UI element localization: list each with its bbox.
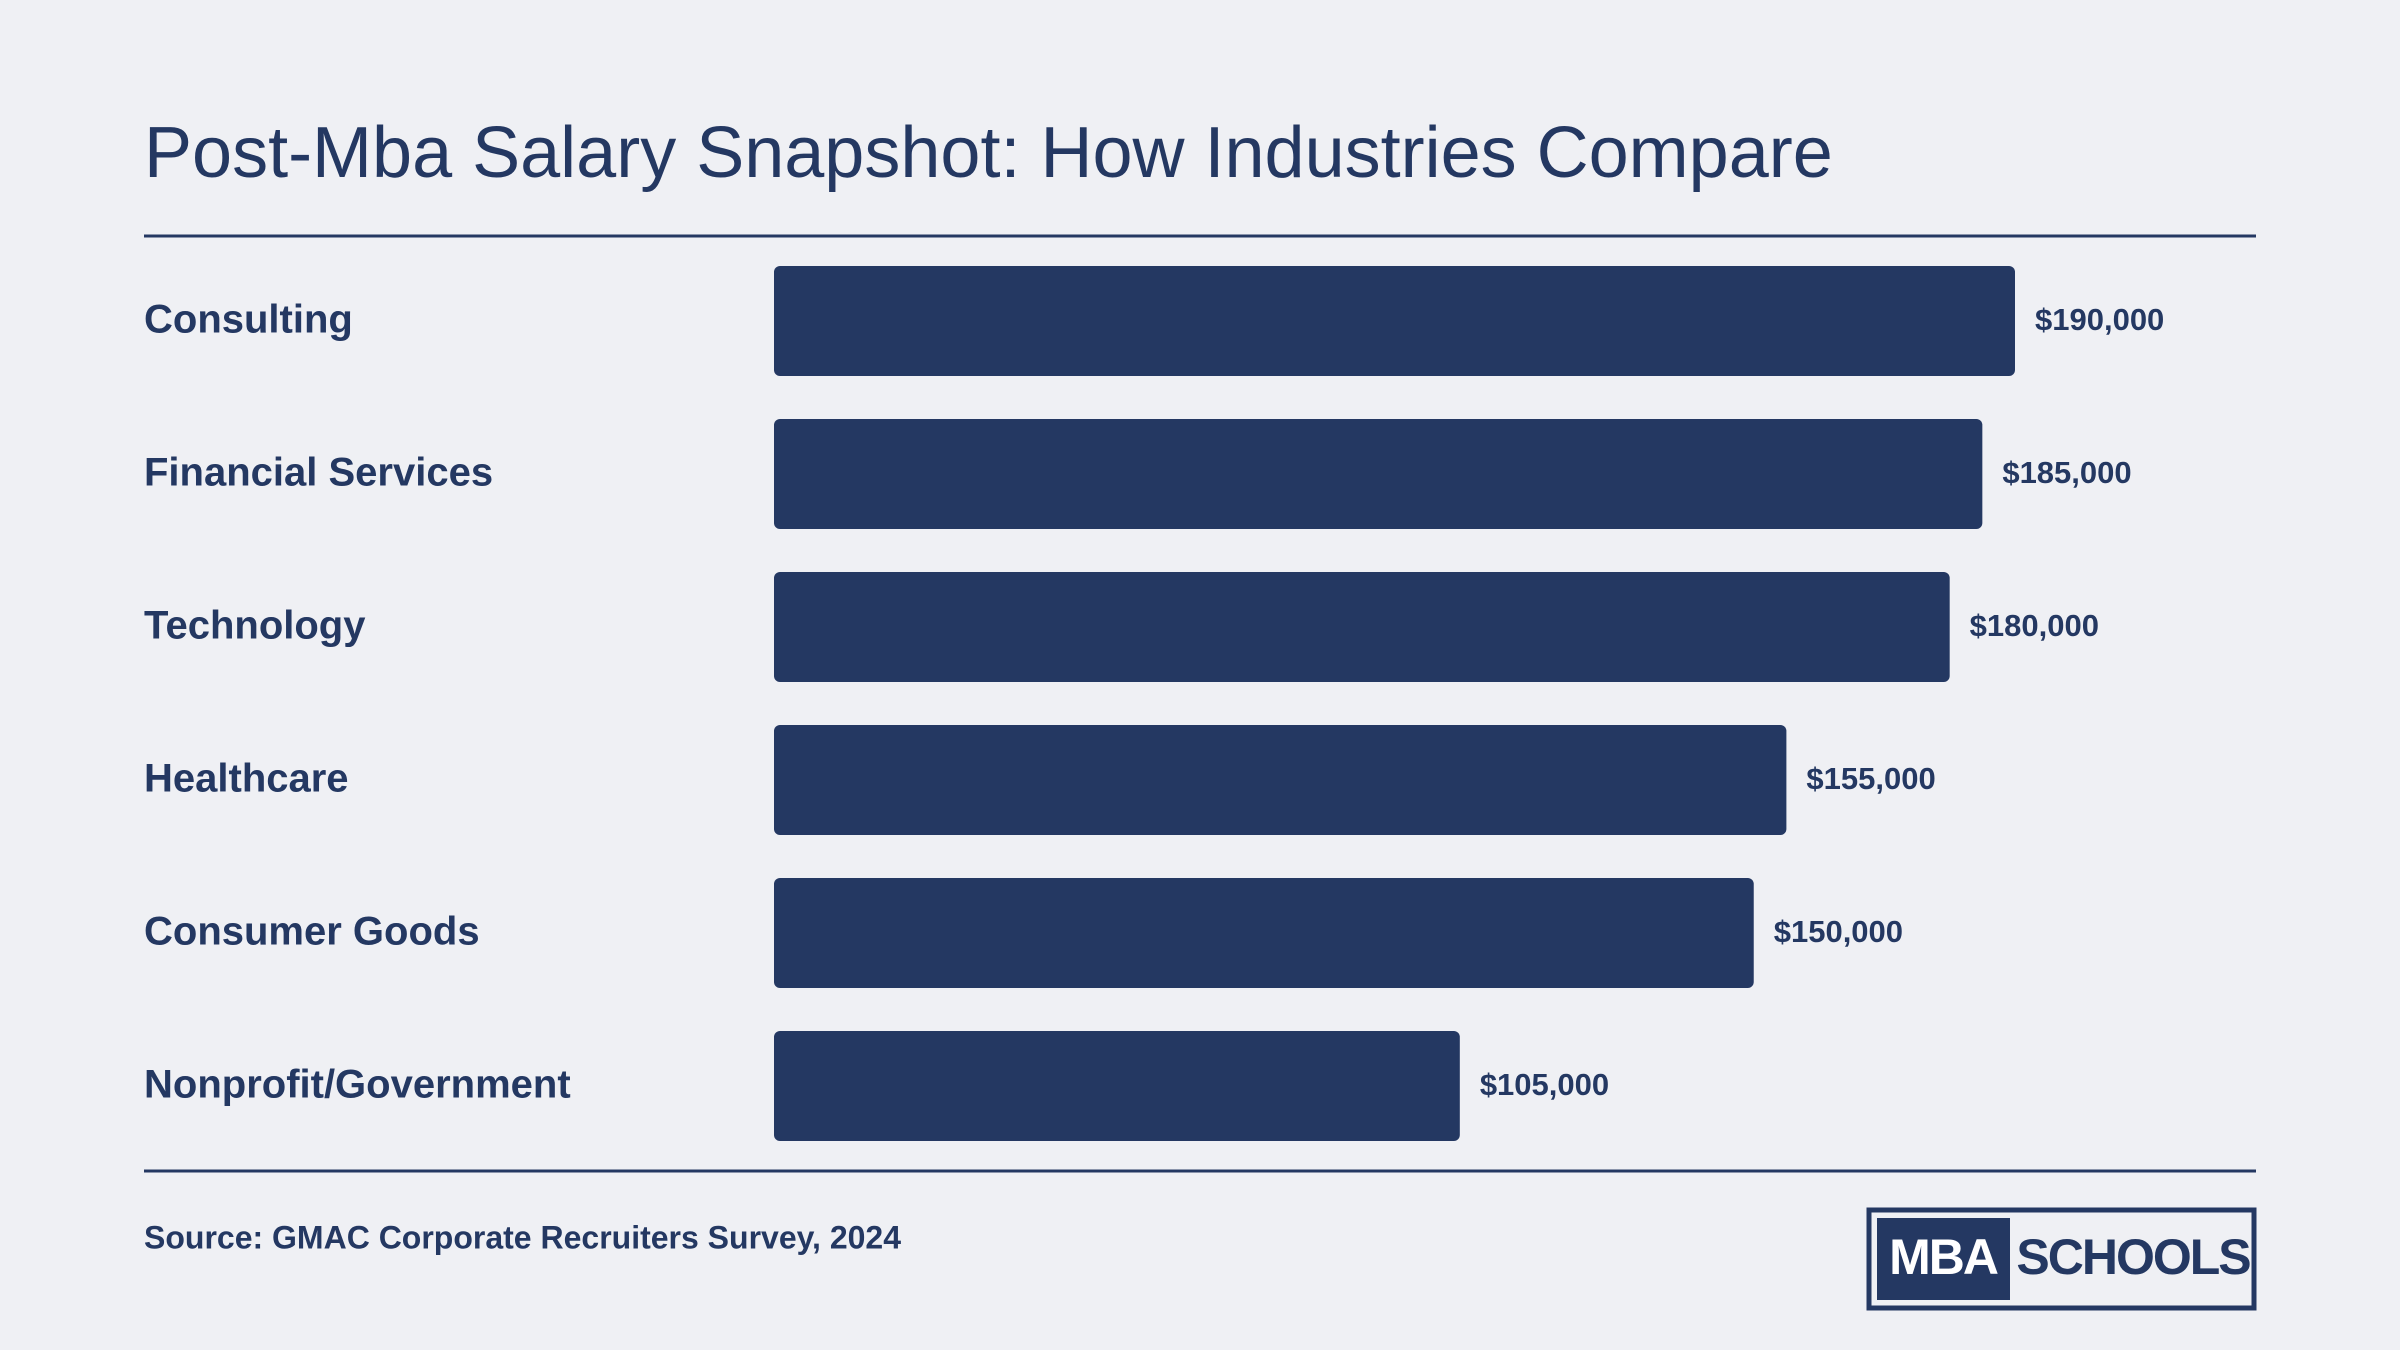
value-label: $180,000 <box>1970 608 2099 643</box>
logo: MBA SCHOOLS <box>1866 1207 2257 1311</box>
category-label: Healthcare <box>144 757 349 801</box>
category-label: Nonprofit/Government <box>144 1063 571 1107</box>
bar <box>774 419 1983 529</box>
category-label: Consumer Goods <box>144 910 480 954</box>
chart-title: Post-Mba Salary Snapshot: How Industries… <box>144 113 1833 193</box>
category-label: Consulting <box>144 298 353 342</box>
bar <box>774 1031 1460 1141</box>
category-label: Financial Services <box>144 451 493 495</box>
value-label: $190,000 <box>2035 302 2164 337</box>
value-label: $185,000 <box>2002 455 2131 490</box>
logo-right: SCHOOLS <box>2016 1229 2250 1285</box>
value-label: $155,000 <box>1806 761 1935 796</box>
category-label: Technology <box>144 604 366 648</box>
value-label: $105,000 <box>1480 1067 1609 1102</box>
logo-left: MBA <box>1889 1229 1998 1285</box>
logo-frame <box>1866 1207 2257 1311</box>
source-note: Source: GMAC Corporate Recruiters Survey… <box>144 1219 901 1255</box>
logo-block <box>1877 1218 2010 1300</box>
bar <box>774 572 1950 682</box>
value-label: $150,000 <box>1774 914 1903 949</box>
bar <box>774 878 1754 988</box>
bar <box>774 725 1787 835</box>
bar <box>774 266 2015 376</box>
